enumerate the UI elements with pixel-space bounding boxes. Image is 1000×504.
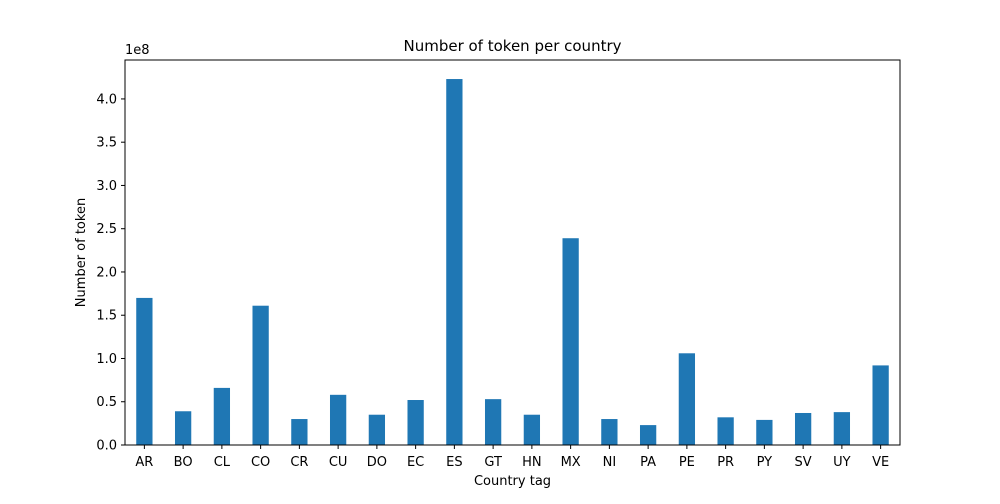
- bar-ec: [407, 400, 424, 445]
- bar-ar: [136, 297, 153, 445]
- y-tick-label: 2.0: [96, 265, 117, 280]
- y-axis-label: Number of token: [74, 198, 89, 307]
- bar-pa: [639, 425, 657, 445]
- x-tick-label-gt: GT: [484, 455, 502, 470]
- x-tick-label-cl: CL: [214, 455, 231, 470]
- y-tick-label: 1.0: [96, 352, 117, 367]
- x-tick-label-pe: PE: [679, 455, 695, 470]
- bar-es: [446, 79, 463, 446]
- x-tick-label-pa: PA: [640, 455, 656, 470]
- bar-ni: [601, 419, 618, 445]
- y-tick-label: 3.5: [96, 136, 117, 151]
- bar-uy: [833, 412, 851, 445]
- bars-layer: [136, 79, 889, 446]
- x-tick-label-py: PY: [757, 455, 773, 470]
- x-tick-label-es: ES: [446, 455, 462, 470]
- x-tick-label-cu: CU: [329, 455, 348, 470]
- x-tick-label-ec: EC: [407, 455, 424, 470]
- y-axis-multiplier: 1e8: [125, 43, 150, 58]
- bar-cr: [291, 419, 308, 445]
- y-axis-ticks: 0.0 0.5 1.0 1.5 2.0 2.5 3.0 3.5 4.0: [96, 92, 125, 454]
- x-tick-label-sv: SV: [795, 455, 812, 470]
- x-tick-label-cr: CR: [290, 455, 308, 470]
- bar-cu: [329, 394, 347, 445]
- bar-do: [368, 414, 386, 445]
- bar-bo: [174, 411, 192, 445]
- bar-mx: [562, 238, 579, 445]
- x-tick-label-pr: PR: [717, 455, 734, 470]
- y-tick-label: 3.0: [96, 179, 117, 194]
- plot-frame: [124, 59, 901, 446]
- x-tick-label-mx: MX: [561, 455, 581, 470]
- bar-co: [252, 305, 269, 445]
- y-tick-label: 2.5: [96, 222, 117, 237]
- y-tick-label: 4.0: [96, 92, 117, 107]
- x-axis-label: Country tag: [474, 474, 551, 489]
- x-tick-label-hn: HN: [522, 455, 542, 470]
- bar-pe: [678, 353, 696, 445]
- y-tick-label: 0.0: [96, 439, 117, 454]
- x-tick-label-ve: VE: [872, 455, 889, 470]
- x-tick-label-bo: BO: [174, 455, 193, 470]
- x-tick-label-co: CO: [251, 455, 270, 470]
- bar-py: [756, 419, 773, 445]
- bar-hn: [523, 414, 541, 445]
- x-tick-label-ni: NI: [603, 455, 617, 470]
- x-tick-label-uy: UY: [833, 455, 851, 470]
- x-tick-label-ar: AR: [135, 455, 153, 470]
- bar-pr: [717, 417, 734, 445]
- bar-cl: [213, 387, 231, 445]
- y-tick-label: 0.5: [96, 395, 117, 410]
- bar-ve: [872, 365, 889, 445]
- x-tick-label-do: DO: [367, 455, 387, 470]
- chart-title: Number of token per country: [403, 37, 621, 55]
- bar-gt: [484, 399, 502, 445]
- bar-sv: [794, 412, 812, 445]
- y-tick-label: 1.5: [96, 309, 117, 324]
- x-axis-ticks: AR BO CL CO CR CU DO EC ES GT HN MX NI PA PE PR PY SV UY VE: [135, 445, 889, 470]
